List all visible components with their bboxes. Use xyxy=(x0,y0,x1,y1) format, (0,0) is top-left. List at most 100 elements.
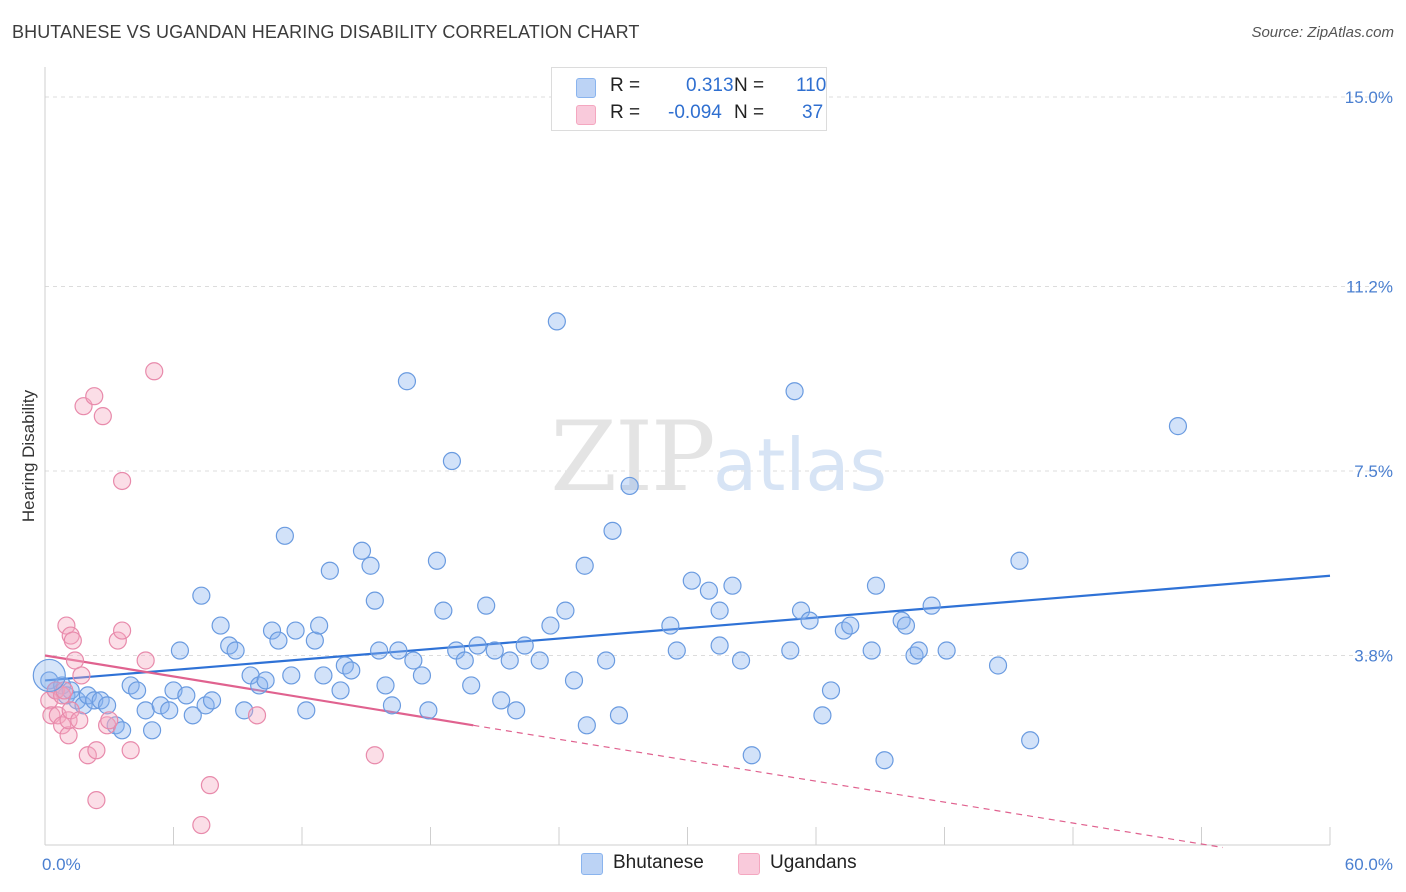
point-ugandans xyxy=(65,651,85,670)
watermark-zip: ZIP xyxy=(550,401,713,513)
point-bhutanese xyxy=(211,616,230,635)
point-bhutanese xyxy=(896,616,916,635)
point-bhutanese xyxy=(813,706,832,725)
point-bhutanese xyxy=(742,746,761,765)
point-bhutanese xyxy=(382,696,402,715)
point-bhutanese xyxy=(1168,417,1188,436)
point-ugandans xyxy=(100,711,119,730)
point-bhutanese xyxy=(620,476,639,496)
legend-swatch-ugandans xyxy=(738,853,760,875)
point-bhutanese xyxy=(370,641,389,660)
y-tick-label: 7.5% xyxy=(1354,462,1393,481)
point-bhutanese xyxy=(286,621,305,640)
point-bhutanese-cluster xyxy=(32,658,66,693)
point-bhutanese xyxy=(389,641,408,660)
point-bhutanese xyxy=(282,666,301,685)
point-bhutanese xyxy=(226,641,245,660)
point-ugandans xyxy=(108,631,127,650)
trend-line-bhutanese xyxy=(44,574,1331,682)
point-ugandans xyxy=(78,746,97,765)
point-bhutanese xyxy=(547,312,566,331)
point-bhutanese xyxy=(492,691,511,710)
legend-r-label: R = xyxy=(610,75,641,96)
point-bhutanese xyxy=(988,656,1008,675)
point-bhutanese xyxy=(442,451,462,471)
point-bhutanese xyxy=(455,651,474,670)
trend-extension-ugandans xyxy=(473,724,1224,849)
point-bhutanese xyxy=(256,671,275,690)
point-bhutanese xyxy=(192,586,211,605)
point-bhutanese xyxy=(297,701,316,720)
x-tick-labels: 0.0% 60.0% xyxy=(42,855,1393,874)
point-ugandans xyxy=(87,741,106,760)
point-bhutanese xyxy=(937,641,956,660)
legend-r-label: R = xyxy=(610,102,641,123)
trend-line-ugandans xyxy=(44,654,474,727)
point-bhutanese xyxy=(723,576,742,595)
point-bhutanese xyxy=(500,651,519,670)
point-bhutanese xyxy=(530,651,549,670)
grid-lines xyxy=(45,96,1392,657)
point-bhutanese xyxy=(262,621,282,640)
point-bhutanese xyxy=(597,651,616,670)
point-bhutanese xyxy=(710,636,729,655)
point-bhutanese xyxy=(661,616,680,635)
point-bhutanese xyxy=(556,601,575,620)
trend-lines xyxy=(44,574,1331,849)
x-tick-label: 60.0% xyxy=(1345,855,1393,874)
point-bhutanese xyxy=(170,641,190,660)
point-ugandans xyxy=(145,362,164,381)
point-bhutanese xyxy=(160,701,179,720)
point-bhutanese xyxy=(314,666,333,685)
legend-n-value: 37 xyxy=(802,102,824,123)
point-bhutanese xyxy=(866,576,886,595)
point-bhutanese xyxy=(609,706,629,725)
point-bhutanese xyxy=(331,681,350,700)
point-bhutanese xyxy=(875,751,894,770)
legend-n-label: N = xyxy=(734,75,765,96)
point-ugandans xyxy=(87,791,106,810)
axes xyxy=(44,67,1331,846)
point-bhutanese xyxy=(412,666,432,685)
legend-r-value: -0.094 xyxy=(668,102,722,123)
legend-label-ugandans: Ugandans xyxy=(770,852,857,873)
point-bhutanese xyxy=(468,636,487,655)
point-bhutanese xyxy=(1021,731,1040,750)
source-label: Source: ZipAtlas.com xyxy=(1251,24,1394,41)
point-bhutanese xyxy=(785,382,804,401)
point-ugandans xyxy=(57,616,76,635)
point-bhutanese xyxy=(151,696,170,715)
point-bhutanese xyxy=(434,601,453,620)
legend-swatch-bhutanese xyxy=(581,853,603,875)
legend-swatch-bhutanese xyxy=(576,78,596,98)
point-ugandans xyxy=(93,407,112,426)
point-ugandans xyxy=(136,651,155,670)
point-ugandans xyxy=(59,726,78,745)
point-ugandans xyxy=(192,815,211,835)
point-bhutanese xyxy=(841,616,860,635)
point-bhutanese xyxy=(541,616,560,635)
point-bhutanese xyxy=(731,651,751,670)
point-bhutanese xyxy=(1010,551,1029,570)
legend-swatch-ugandans xyxy=(576,105,596,125)
point-ugandans xyxy=(63,631,82,650)
x-tick-label: 0.0% xyxy=(42,855,81,874)
legend-n-value: 110 xyxy=(796,75,827,96)
point-bhutanese xyxy=(365,591,384,610)
point-bhutanese xyxy=(305,631,324,650)
point-bhutanese xyxy=(342,661,361,680)
point-bhutanese xyxy=(275,526,294,545)
point-bhutanese xyxy=(320,561,339,580)
point-bhutanese xyxy=(98,696,117,715)
data-points xyxy=(32,312,1188,835)
point-bhutanese xyxy=(419,701,438,720)
point-bhutanese xyxy=(575,556,594,575)
point-bhutanese xyxy=(781,641,800,660)
point-bhutanese xyxy=(61,681,80,700)
point-bhutanese xyxy=(361,556,380,575)
point-ugandans xyxy=(247,706,267,725)
y-tick-labels: 3.8% 7.5% 11.2% 15.0% xyxy=(1345,88,1393,666)
point-bhutanese xyxy=(667,641,686,660)
point-bhutanese xyxy=(376,676,395,695)
